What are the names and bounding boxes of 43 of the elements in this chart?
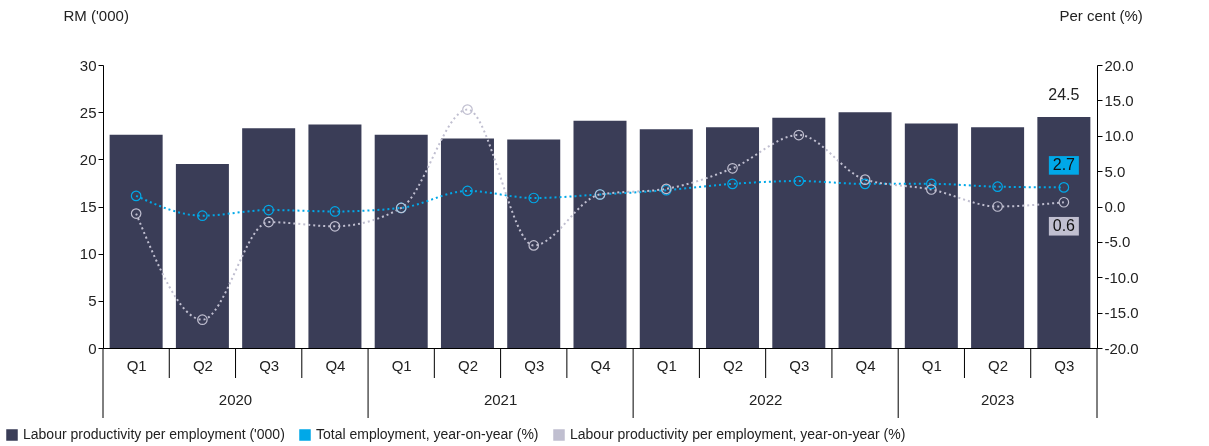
x-tick-label: Q3 [1054,356,1075,374]
x-tick-label: Q1 [126,356,147,374]
text: 2020 [218,391,253,408]
y-tick-label: 0 [88,339,97,357]
y2-tick-label: 5.0 [1104,162,1126,180]
x-tick-label: Q1 [656,356,677,374]
data-label: 2.7 [1052,156,1076,174]
x-tick-label: Q4 [855,356,876,374]
x-tick-label: Q2 [723,356,744,374]
text: 2022 [748,391,783,408]
data-label: 24.5 [1048,85,1080,103]
text: 2021 [483,391,518,408]
y-tick-label: 15 [79,198,97,215]
legend-label: Total employment, year-on-year (%) [316,426,539,442]
y2-tick-label: 15.0 [1104,91,1134,109]
y-tick-label: 30 [79,56,97,74]
data-label: 0.6 [1052,217,1076,235]
legend-label: Labour productivity per employment, year-on-year (%) [570,426,906,442]
x-tick-label: Q3 [789,356,810,374]
x-tick-label: Q1 [921,356,942,374]
legend-label: Labour productivity per employment ('000) [23,426,285,442]
y-axis-title: RM ('000) [63,6,129,24]
y2-axis-title: Per cent (%) [1059,6,1143,24]
y-tick-label: 5 [88,292,97,310]
y2-tick-label: -10.0 [1104,268,1139,286]
x-tick-label: Q2 [988,356,1009,374]
y-tick-label: 10 [79,245,97,263]
x-tick-label: Q4 [590,356,611,374]
y2-tick-label: -20.0 [1104,339,1139,357]
x-tick-label: Q3 [259,356,280,374]
y2-tick-label: -15.0 [1104,304,1139,322]
x-tick-label: Q3 [524,356,545,374]
text: 2023 [980,391,1015,408]
y-tick-label: 25 [79,103,97,121]
x-tick-label: Q4 [325,356,346,374]
y-tick-label: 20 [79,150,97,168]
y2-tick-label: 20.0 [1104,56,1134,74]
y2-tick-label: -5.0 [1104,233,1131,251]
y2-tick-label: 0.0 [1104,198,1126,215]
x-tick-label: Q2 [192,356,213,374]
y2-tick-label: 10.0 [1104,127,1134,145]
x-tick-label: Q1 [391,356,412,374]
x-tick-label: Q2 [457,356,478,374]
